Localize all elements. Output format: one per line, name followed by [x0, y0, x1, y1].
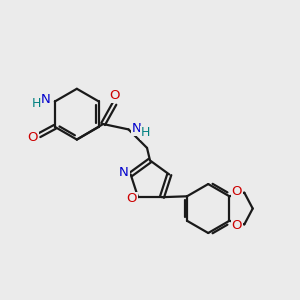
Text: O: O	[126, 193, 137, 206]
Text: N: N	[119, 166, 129, 179]
Text: O: O	[232, 219, 242, 232]
Text: O: O	[109, 89, 120, 102]
Text: N: N	[132, 122, 141, 135]
Text: H: H	[141, 127, 150, 140]
Text: N: N	[40, 94, 50, 106]
Text: H: H	[32, 98, 41, 110]
Text: O: O	[28, 131, 38, 144]
Text: O: O	[232, 185, 242, 198]
